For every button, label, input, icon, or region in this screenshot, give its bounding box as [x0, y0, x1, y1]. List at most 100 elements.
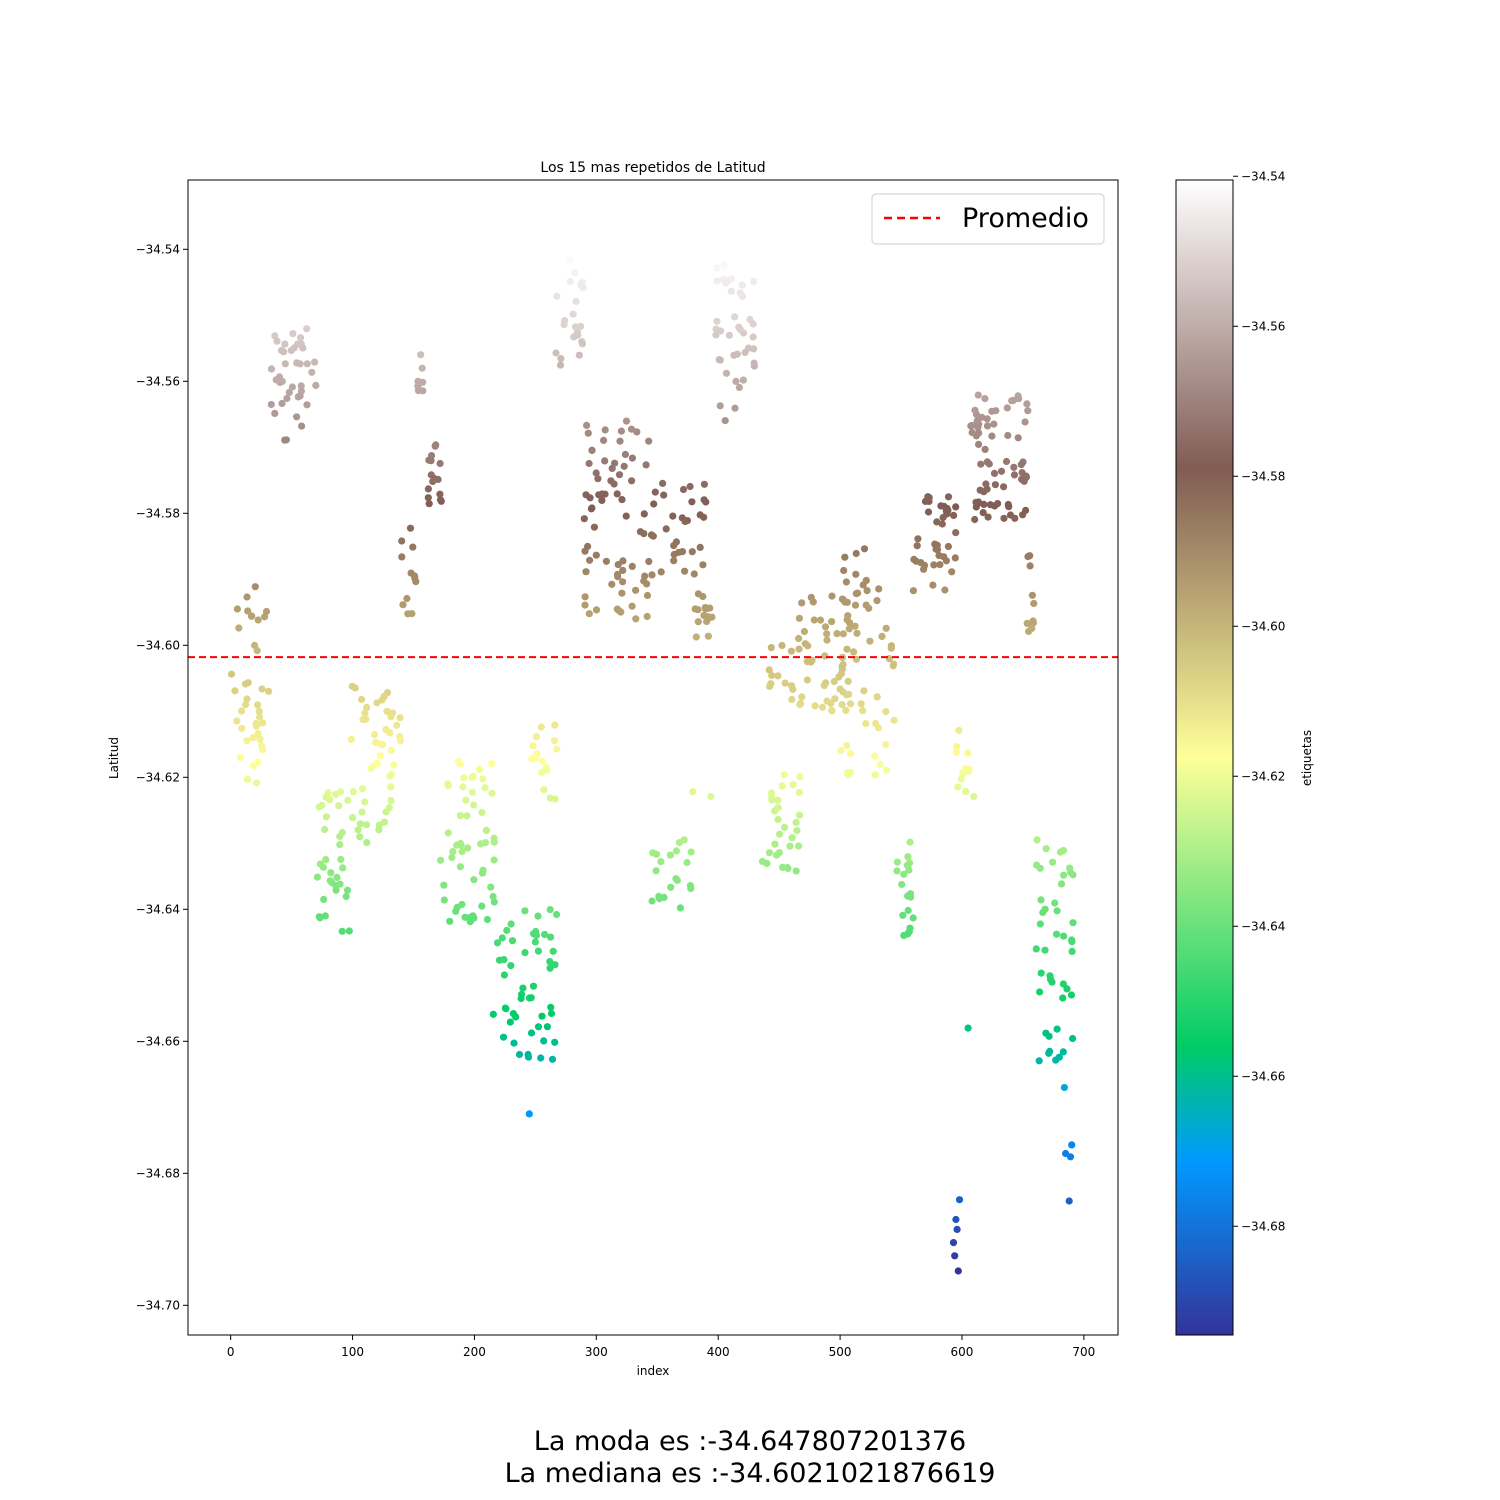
data-point — [750, 362, 759, 370]
data-point — [1055, 1053, 1063, 1061]
data-point — [411, 574, 419, 582]
data-point — [238, 707, 246, 715]
data-point — [534, 947, 543, 955]
data-point — [436, 459, 444, 468]
data-point — [521, 907, 529, 915]
data-point — [842, 706, 850, 715]
data-point — [690, 570, 698, 578]
data-point — [720, 261, 729, 269]
data-point — [336, 788, 345, 796]
data-point — [311, 358, 319, 366]
data-point — [534, 912, 542, 920]
data-point — [363, 703, 371, 712]
data-point — [254, 701, 262, 709]
data-point — [767, 644, 775, 652]
data-point — [843, 742, 851, 750]
data-point — [569, 310, 577, 318]
data-point — [683, 858, 691, 867]
data-point — [952, 748, 961, 756]
data-point — [482, 826, 490, 835]
data-point — [962, 787, 970, 796]
data-point — [780, 771, 788, 779]
data-point — [968, 421, 976, 430]
data-point — [730, 351, 738, 359]
data-point — [862, 720, 870, 728]
data-point — [322, 856, 330, 864]
data-point — [852, 549, 860, 558]
data-point — [732, 377, 740, 385]
data-point — [883, 766, 891, 774]
data-point — [955, 726, 963, 735]
data-point — [818, 703, 827, 711]
data-point — [470, 801, 478, 809]
data-point — [774, 672, 782, 680]
data-point — [949, 1239, 958, 1247]
data-point — [875, 585, 883, 593]
data-point — [651, 488, 659, 496]
data-point — [432, 441, 440, 449]
data-point — [332, 886, 340, 894]
data-point — [941, 586, 949, 594]
data-point — [1022, 506, 1030, 514]
data-point — [244, 679, 252, 687]
data-point — [1053, 930, 1061, 938]
data-point — [621, 450, 630, 459]
data-point — [906, 838, 914, 846]
data-point — [249, 734, 257, 742]
data-point — [930, 561, 938, 569]
data-point — [803, 658, 811, 666]
data-point — [251, 641, 259, 650]
data-point — [778, 782, 786, 790]
data-point — [396, 737, 404, 745]
data-point — [373, 759, 381, 768]
data-point — [950, 511, 958, 519]
data-point — [981, 395, 989, 403]
x-tick-label: 0 — [227, 1345, 235, 1359]
data-point — [524, 1050, 532, 1059]
data-point — [844, 677, 852, 685]
data-point — [424, 494, 432, 502]
data-point — [1032, 945, 1040, 953]
y-tick-label: −34.56 — [136, 374, 180, 388]
data-point — [427, 452, 436, 460]
data-point — [481, 784, 489, 792]
data-point — [611, 459, 619, 467]
data-point — [296, 360, 304, 368]
data-point — [1068, 947, 1076, 956]
data-point — [1028, 591, 1036, 599]
data-point — [475, 765, 484, 774]
data-point — [957, 775, 965, 783]
data-point — [572, 323, 580, 331]
data-point — [681, 567, 689, 575]
data-point — [739, 376, 748, 384]
data-point — [821, 652, 829, 660]
data-point — [990, 420, 998, 428]
data-point — [768, 796, 776, 804]
data-point — [652, 867, 660, 875]
colorbar-tick-label: −34.58 — [1241, 469, 1285, 483]
data-point — [459, 783, 467, 791]
data-point — [823, 636, 831, 644]
data-point — [882, 708, 890, 716]
data-point — [1020, 477, 1028, 485]
data-point — [601, 490, 609, 498]
data-point — [887, 644, 895, 652]
data-point — [278, 399, 286, 408]
x-axis-label: index — [637, 1364, 670, 1378]
colorbar-tick-label: −34.62 — [1241, 769, 1285, 783]
data-point — [977, 460, 985, 468]
data-point — [716, 402, 724, 410]
data-point — [387, 797, 395, 805]
data-point — [1010, 463, 1018, 471]
data-point — [776, 830, 784, 838]
data-point — [318, 801, 326, 809]
data-point — [580, 515, 588, 523]
data-point — [489, 892, 497, 901]
data-point — [688, 498, 696, 506]
data-point — [968, 428, 976, 437]
data-point — [519, 984, 527, 992]
data-point — [706, 604, 714, 612]
data-point — [251, 583, 259, 591]
data-point — [448, 853, 456, 862]
data-point — [470, 876, 478, 884]
